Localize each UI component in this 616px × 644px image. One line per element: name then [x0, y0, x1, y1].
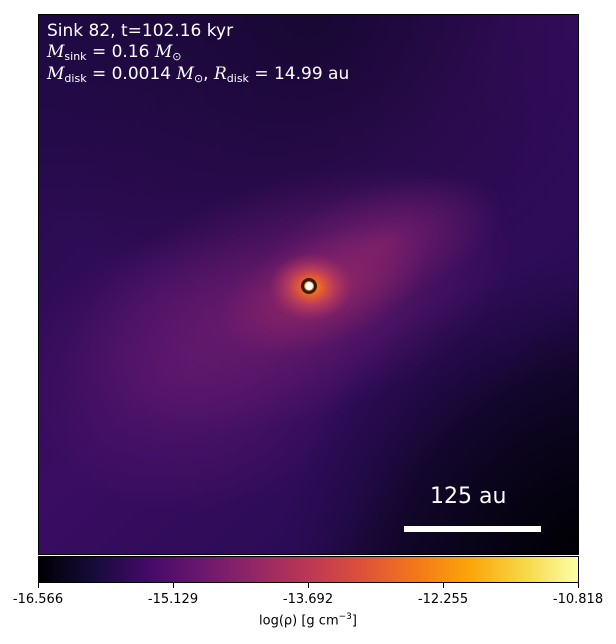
scale-bar: [404, 526, 541, 532]
colorbar-tick: [308, 583, 309, 588]
colorbar-tick-label: -16.566: [12, 592, 64, 607]
colorbar-tick-label: -12.255: [417, 592, 469, 607]
colorbar-tick: [578, 583, 579, 588]
sink-marker-ring: [301, 278, 317, 294]
colorbar-tick-label: -15.129: [147, 592, 199, 607]
colorbar-tick: [173, 583, 174, 588]
disk-properties: Mdisk = 0.0014 M⊙, Rdisk = 14.99 au: [47, 64, 350, 85]
scale-bar-label: 125 au: [430, 484, 507, 509]
density-map-image: [39, 15, 578, 554]
colorbar-tick: [38, 583, 39, 588]
colorbar-tick-label: -13.692: [282, 592, 334, 607]
colorbar-tick: [443, 583, 444, 588]
sink-marker: [305, 282, 313, 290]
colorbar: [38, 556, 579, 583]
sink-mass: Msink = 0.16 M⊙: [47, 42, 182, 63]
colorbar-gradient: [39, 557, 578, 582]
colorbar-label: log(ρ) [g cm−3]: [259, 612, 357, 629]
sink-title: Sink 82, t=102.16 kyr: [47, 21, 234, 41]
colorbar-tick-label: -10.818: [552, 592, 604, 607]
density-map: [38, 14, 579, 555]
